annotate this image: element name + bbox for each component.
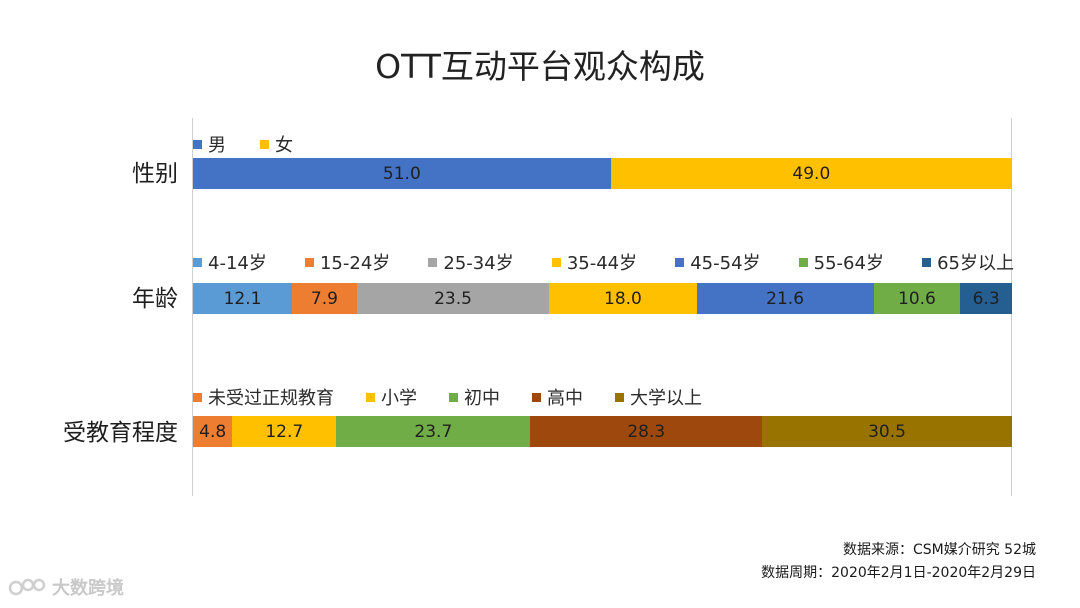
watermark-text: 大数跨境 <box>52 578 124 599</box>
data-label: 51.0 <box>382 163 421 184</box>
bar-segment: 23.5 <box>356 283 550 314</box>
bar-segment: 10.6 <box>873 283 961 314</box>
bar-segment: 12.7 <box>232 416 337 447</box>
row-label-education: 受教育程度 <box>63 420 178 446</box>
legend-swatch <box>922 257 932 267</box>
legend-swatch <box>193 257 202 267</box>
data-label: 10.6 <box>898 288 936 309</box>
bar-segment: 51.0 <box>193 158 611 189</box>
legend-item: 大学以上 <box>615 384 702 410</box>
legend-swatch <box>615 392 624 402</box>
bar-segment: 23.7 <box>336 416 531 447</box>
row-label-age: 年龄 <box>132 286 178 312</box>
legend-swatch <box>675 257 685 267</box>
legend-swatch <box>193 139 202 149</box>
legend-label: 男 <box>208 135 226 156</box>
bar-segment: 28.3 <box>530 416 763 447</box>
data-label: 4.8 <box>199 421 227 442</box>
legend-swatch <box>532 392 541 402</box>
bar-segment: 7.9 <box>292 283 357 314</box>
legend-label: 女 <box>275 135 293 156</box>
legend-item: 4-14岁 <box>193 249 267 275</box>
legend-swatch <box>304 257 314 267</box>
legend-label: 25-34岁 <box>443 253 514 274</box>
data-label: 23.7 <box>414 421 453 442</box>
source-line-1: 数据来源：CSM媒介研究 52城 <box>842 542 1036 558</box>
bar-age: 12.1 7.9 23.5 18.0 21.6 10.6 6.3 <box>193 283 1012 314</box>
data-label: 30.5 <box>868 421 906 442</box>
legend-label: 55-64岁 <box>813 253 884 274</box>
legend-item: 高中 <box>532 384 583 410</box>
data-label: 28.3 <box>627 421 666 442</box>
legend-label: 35-44岁 <box>566 253 638 274</box>
legend-age: 4-14岁 15-24岁 25-34岁 35-44岁 45-54岁 55-64岁 65岁以上 <box>193 250 1014 274</box>
bar-segment: 12.1 <box>193 283 293 314</box>
bar-segment: 30.5 <box>762 416 1012 447</box>
legend-item: 25-34岁 <box>428 249 514 275</box>
legend-label: 65岁以上 <box>937 253 1014 274</box>
watermark: 大数跨境 <box>8 574 124 600</box>
bar-segment: 21.6 <box>696 283 874 314</box>
legend-swatch <box>193 392 202 402</box>
legend-item: 女 <box>260 131 293 157</box>
legend-item: 初中 <box>449 384 500 410</box>
legend-swatch <box>551 257 561 267</box>
legend-label: 15-24岁 <box>319 253 391 274</box>
legend-swatch <box>798 257 808 267</box>
data-label: 6.3 <box>972 288 1000 309</box>
legend-swatch <box>260 139 269 149</box>
legend-label: 大学以上 <box>630 388 702 409</box>
data-label: 49.0 <box>792 163 831 184</box>
legend-item: 男 <box>193 131 226 157</box>
logo-icon <box>8 578 46 596</box>
legend-item: 15-24岁 <box>304 249 391 275</box>
data-label: 18.0 <box>604 288 642 309</box>
legend-item: 小学 <box>366 384 417 410</box>
source-line-2: 数据周期：2020年2月1日-2020年2月29日 <box>761 565 1036 581</box>
legend-item: 未受过正规教育 <box>193 384 334 410</box>
data-label: 12.1 <box>223 288 262 309</box>
data-label: 12.7 <box>265 421 304 442</box>
bar-segment: 4.8 <box>193 416 233 447</box>
legend-label: 4-14岁 <box>208 253 267 274</box>
legend-swatch <box>449 392 458 402</box>
legend-item: 35-44岁 <box>551 249 638 275</box>
legend-swatch <box>366 392 375 402</box>
bar-segment: 6.3 <box>960 283 1012 314</box>
chart-title: OTT互动平台观众构成 <box>375 47 705 86</box>
bar-education: 4.8 12.7 23.7 28.3 30.5 <box>193 416 1012 447</box>
legend-item: 45-54岁 <box>675 249 761 275</box>
legend-label: 小学 <box>381 388 417 409</box>
data-label: 21.6 <box>766 288 805 309</box>
data-label: 23.5 <box>434 288 472 309</box>
legend-gender: 男女 <box>193 132 1014 156</box>
plot-left-border <box>192 118 193 496</box>
legend-education: 未受过正规教育 小学 初中 高中 大学以上 <box>193 385 1014 409</box>
legend-swatch <box>428 257 438 267</box>
legend-label: 45-54岁 <box>690 253 761 274</box>
data-label: 7.9 <box>310 288 338 309</box>
row-label-gender: 性别 <box>132 161 178 187</box>
bar-segment: 18.0 <box>549 283 697 314</box>
bar-segment: 49.0 <box>610 158 1012 189</box>
legend-item: 55-64岁 <box>798 249 884 275</box>
legend-label: 初中 <box>464 388 500 409</box>
legend-label: 未受过正规教育 <box>208 388 334 409</box>
legend-item: 65岁以上 <box>922 249 1014 275</box>
bar-gender: 51.0 49.0 <box>193 158 1012 189</box>
legend-label: 高中 <box>547 388 583 409</box>
